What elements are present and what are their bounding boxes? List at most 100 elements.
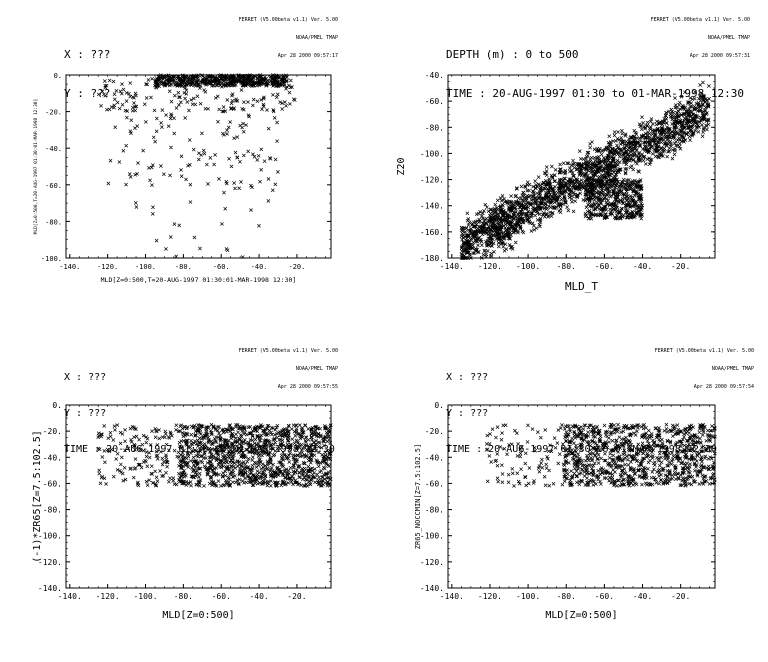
scatter-point [617,185,621,190]
scatter-point [255,99,260,104]
scatter-point [566,161,571,166]
scatter-point [481,221,485,225]
scatter-point [553,184,557,189]
scatter-point [616,168,621,173]
scatter-point [520,198,525,203]
scatter-point [213,96,218,100]
scatter-point [605,181,609,185]
scatter-point [174,254,179,259]
scatter-point [639,195,643,199]
scatter-point [612,202,617,207]
scatter-point [615,205,620,210]
scatter-point [217,81,222,86]
scatter-point [124,91,129,95]
scatter-point [635,136,639,140]
scatter-point [671,110,676,115]
scatter-point [513,210,518,215]
scatter-point [631,214,636,219]
scatter-point [222,190,226,195]
scatter-point [187,80,192,85]
scatter-point [231,75,236,80]
scatter-point [120,82,124,86]
scatter-point [235,135,240,139]
scatter-point [200,131,204,136]
scatter-point [198,101,203,106]
scatter-point [476,243,480,248]
scatter-point [627,212,631,217]
y-tick-label: -40. [425,71,444,80]
scatter-point [675,138,680,142]
scatter-point [168,78,173,82]
scatter-point [318,470,322,474]
scatter-point [131,475,136,480]
scatter-point [584,192,588,196]
scatter-point [207,74,212,78]
scatter-point [271,92,275,97]
scatter-point [513,240,518,245]
scatter-point [550,176,555,180]
scatter-point [222,133,226,137]
scatter-point [599,190,604,195]
scatter-point [643,162,648,166]
scatter-point [229,101,234,106]
scatter-point [197,86,202,91]
x-axis-label: MLD[Z=0:500] [162,610,234,621]
scatter-point [167,83,172,88]
scatter-point [603,212,608,216]
scatter-point [163,81,167,85]
scatter-point [214,83,219,87]
scatter-point [634,190,639,195]
scatter-point [151,205,155,210]
scatter-point [643,126,648,131]
scatter-point [184,177,188,182]
scatter-point [172,222,177,226]
scatter-point [594,186,598,190]
scatter-point [639,216,644,221]
scatter-point [230,480,235,485]
scatter-point [225,128,229,133]
scatter-point [700,134,705,139]
scatter-point [176,74,181,79]
scatter-point [183,116,188,120]
scatter-point [697,125,701,130]
scatter-point [615,213,619,218]
scatter-point [251,103,255,108]
scatter-point [97,471,102,476]
scatter-point [211,83,216,88]
scatter-point [269,76,273,80]
scatter-point [274,95,279,100]
scatter-point [639,212,644,217]
scatter-point [619,136,624,140]
scatter-point [629,164,634,168]
scatter-point [128,129,133,134]
x-tick-label: -20. [287,592,306,601]
scatter-point [612,207,616,211]
scatter-point [533,201,538,206]
scatter-point [606,158,610,163]
scatter-point [232,136,237,141]
scatter-point [633,185,638,189]
scatter-point [591,213,595,218]
scatter-point [509,222,514,226]
scatter-point [125,115,129,120]
scatter-point [521,190,526,195]
scatter-point [213,153,217,157]
scatter-point [587,216,591,221]
scatter-point [507,243,512,247]
scatter-point [144,96,149,100]
scatter-point [263,77,267,82]
scatter-point [696,129,701,134]
scatter-point [160,108,165,112]
scatter-point [186,77,191,82]
scatter-point [284,103,288,108]
scatter-point [159,164,163,168]
scatter-point [639,196,644,201]
scatter-point [241,153,246,158]
scatter-point [114,88,119,93]
scatter-point [252,81,257,85]
scatter-point [196,78,201,83]
scatter-point [128,94,133,99]
y-tick-label: -180. [420,254,444,263]
scatter-point [178,80,183,85]
scatter-point [497,232,502,237]
